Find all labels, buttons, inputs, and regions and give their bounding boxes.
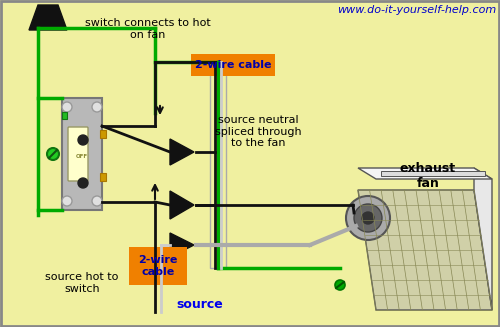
Circle shape [62,196,72,206]
Circle shape [78,178,88,188]
Polygon shape [170,233,194,257]
FancyBboxPatch shape [129,247,187,285]
Polygon shape [358,190,492,310]
Text: source neutral
spliced through
to the fan: source neutral spliced through to the fa… [214,115,302,148]
Polygon shape [358,168,492,179]
Text: switch connects to hot
on fan: switch connects to hot on fan [85,18,211,40]
Bar [100,130,106,138]
Circle shape [92,196,102,206]
Bar [381,171,485,176]
FancyBboxPatch shape [62,98,102,210]
FancyBboxPatch shape [68,127,88,181]
Polygon shape [170,139,194,165]
Text: www.do-it-yourself-help.com: www.do-it-yourself-help.com [337,5,496,15]
Bar [62,112,67,119]
Bar [210,62,226,268]
Polygon shape [474,168,492,310]
Text: source hot to
switch: source hot to switch [46,272,118,294]
Bar [100,173,106,181]
Circle shape [346,196,390,240]
Text: exhaust
fan: exhaust fan [400,162,456,190]
Text: source: source [176,298,224,311]
Polygon shape [170,191,194,219]
Text: 2-wire cable: 2-wire cable [195,60,271,70]
Circle shape [62,102,72,112]
Text: 2-wire
cable: 2-wire cable [138,255,177,277]
Polygon shape [29,5,67,30]
Circle shape [78,135,88,145]
Circle shape [47,148,59,160]
Circle shape [335,280,345,290]
Circle shape [362,212,374,224]
Text: OFF: OFF [76,153,88,159]
Circle shape [354,204,382,232]
Circle shape [92,102,102,112]
FancyBboxPatch shape [191,54,275,76]
